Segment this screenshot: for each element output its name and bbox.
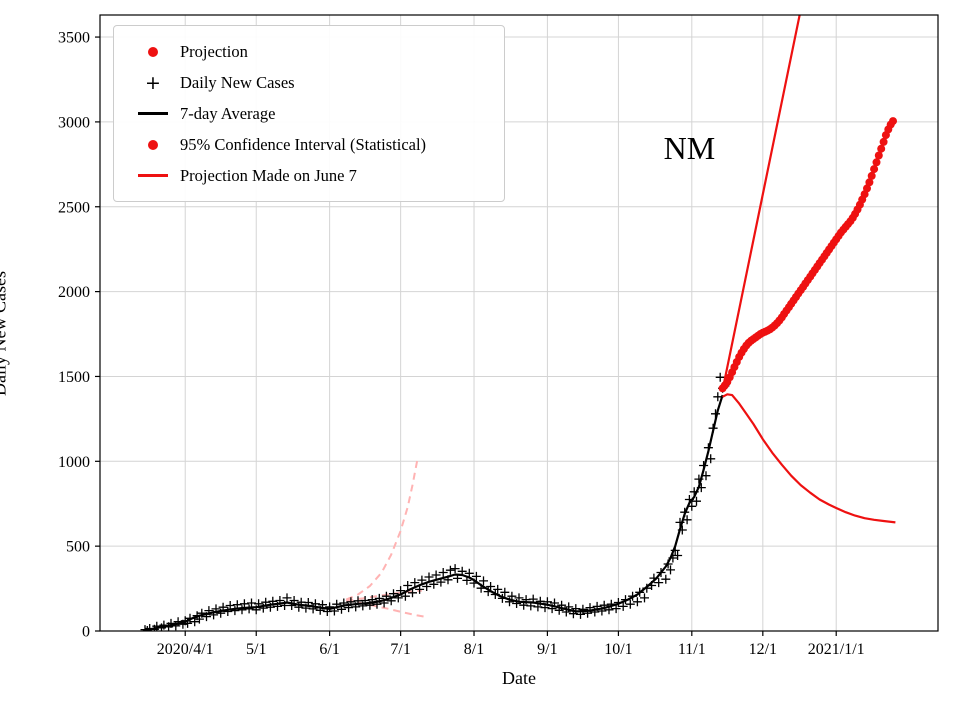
x-axis-label: Date	[502, 668, 536, 688]
svg-text:10/1: 10/1	[604, 641, 632, 658]
svg-text:11/1: 11/1	[678, 641, 706, 658]
svg-text:6/1: 6/1	[319, 641, 339, 658]
svg-text:2020/4/1: 2020/4/1	[157, 641, 214, 658]
legend-label: 7-day Average	[180, 103, 276, 123]
svg-text:2000: 2000	[58, 284, 90, 301]
legend-label: 95% Confidence Interval (Statistical)	[180, 134, 427, 154]
red-line-marker-icon	[132, 174, 174, 177]
legend: Projection + Daily New Cases 7-day Avera…	[113, 25, 505, 202]
svg-text:1500: 1500	[58, 369, 90, 386]
dot-marker-icon	[132, 46, 174, 57]
legend-label: Projection	[180, 41, 248, 61]
svg-text:500: 500	[66, 539, 90, 556]
line-marker-icon	[132, 112, 174, 115]
svg-text:5/1: 5/1	[246, 641, 266, 658]
svg-text:12/1: 12/1	[749, 641, 777, 658]
svg-text:0: 0	[82, 624, 90, 641]
legend-item-projection: Projection	[114, 36, 504, 67]
svg-text:3000: 3000	[58, 114, 90, 131]
svg-text:3500: 3500	[58, 30, 90, 47]
legend-item-projection-june-7: Projection Made on June 7	[114, 160, 504, 191]
legend-item-confidence-interval: 95% Confidence Interval (Statistical)	[114, 129, 504, 160]
svg-text:9/1: 9/1	[537, 641, 557, 658]
svg-text:2500: 2500	[58, 199, 90, 216]
svg-text:NM: NM	[664, 130, 716, 166]
svg-text:1000: 1000	[58, 454, 90, 471]
svg-text:2021/1/1: 2021/1/1	[808, 641, 865, 658]
dot-marker-icon	[132, 139, 174, 150]
legend-item-daily-new-cases: + Daily New Cases	[114, 67, 504, 98]
legend-label: Daily New Cases	[180, 72, 295, 92]
svg-text:7/1: 7/1	[390, 641, 410, 658]
y-axis-label: Daily New Cases	[0, 271, 10, 396]
legend-label: Projection Made on June 7	[180, 165, 357, 185]
svg-text:8/1: 8/1	[464, 641, 484, 658]
plus-marker-icon: +	[145, 71, 161, 94]
legend-item-7-day-average: 7-day Average	[114, 98, 504, 129]
